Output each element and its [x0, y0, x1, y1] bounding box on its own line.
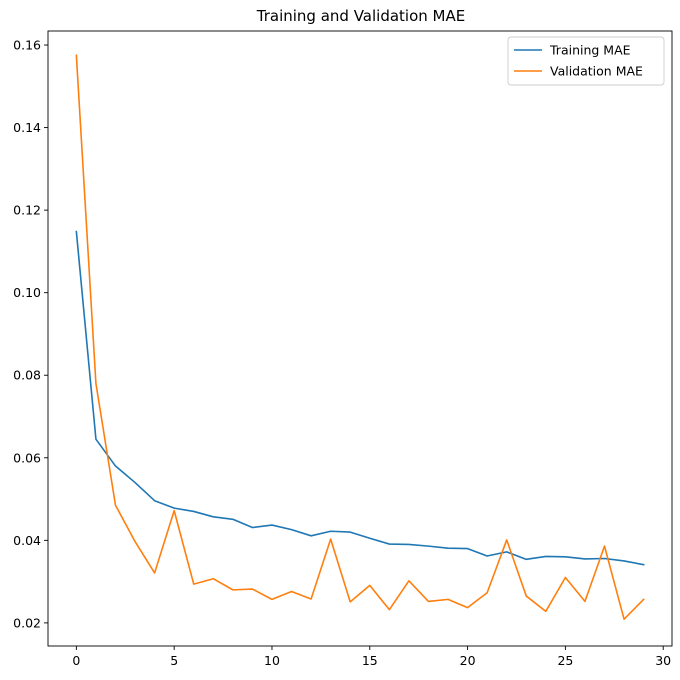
data-point — [232, 518, 234, 520]
data-point — [75, 230, 77, 232]
legend-box — [507, 36, 665, 86]
data-point — [525, 558, 527, 560]
data-point — [212, 516, 214, 518]
data-point — [447, 547, 449, 549]
data-point — [114, 465, 116, 467]
data-point — [271, 524, 273, 526]
data-point — [584, 600, 586, 602]
data-point — [75, 54, 77, 56]
x-tick-label: 5 — [170, 653, 178, 668]
data-point — [310, 535, 312, 537]
series-line-training-mae — [75, 230, 645, 566]
data-point — [114, 504, 116, 506]
legend-label: Validation MAE — [550, 64, 643, 79]
y-tick-label: 0.10 — [13, 285, 41, 300]
data-point — [349, 531, 351, 533]
data-point — [466, 547, 468, 549]
data-point — [134, 481, 136, 483]
data-point — [134, 540, 136, 542]
data-point — [623, 560, 625, 562]
y-tick-label: 0.06 — [13, 450, 41, 465]
data-point — [251, 588, 253, 590]
x-tick-label: 15 — [362, 653, 378, 668]
data-point — [623, 618, 625, 620]
x-tick-label: 0 — [72, 653, 80, 668]
data-point — [642, 598, 644, 600]
data-point — [642, 563, 644, 565]
data-point — [427, 600, 429, 602]
data-point — [408, 580, 410, 582]
data-point — [545, 555, 547, 557]
data-point — [584, 558, 586, 560]
y-tick-label: 0.04 — [13, 533, 41, 548]
data-point — [466, 606, 468, 608]
data-point — [329, 538, 331, 540]
data-point — [212, 578, 214, 580]
data-point — [427, 545, 429, 547]
data-point — [271, 598, 273, 600]
data-point — [369, 584, 371, 586]
data-point — [95, 438, 97, 440]
data-point — [193, 583, 195, 585]
y-tick-label: 0.02 — [13, 615, 41, 630]
legend: Training MAE Validation MAE — [507, 36, 665, 86]
data-point — [232, 589, 234, 591]
data-point — [329, 530, 331, 532]
x-tick-label: 30 — [655, 653, 671, 668]
data-point — [369, 537, 371, 539]
data-point — [506, 539, 508, 541]
data-point — [388, 543, 390, 545]
data-point — [603, 545, 605, 547]
data-point — [95, 382, 97, 384]
axes: 0 5 10 15 20 25 30 0.02 0.04 0.06 0.08 0.10 0.12 0.14… — [13, 30, 673, 668]
y-tick-label: 0.16 — [13, 38, 41, 53]
data-point — [173, 509, 175, 511]
data-point — [545, 610, 547, 612]
y-tick-label: 0.12 — [13, 203, 41, 218]
data-point — [153, 500, 155, 502]
data-point — [486, 592, 488, 594]
data-point — [290, 528, 292, 530]
plot-area — [75, 54, 645, 620]
axes-frame — [47, 30, 673, 647]
x-tick-label: 20 — [460, 653, 476, 668]
data-point — [290, 590, 292, 592]
data-point — [486, 555, 488, 557]
data-point — [525, 595, 527, 597]
series-line-validation-mae — [75, 54, 645, 620]
legend-label: Training MAE — [549, 43, 631, 58]
data-point — [388, 608, 390, 610]
data-point — [408, 543, 410, 545]
data-point — [310, 598, 312, 600]
y-tick-label: 0.14 — [13, 120, 41, 135]
y-tick-label: 0.08 — [13, 368, 41, 383]
data-point — [447, 598, 449, 600]
data-point — [251, 526, 253, 528]
chart-title: Training and Validation MAE — [256, 7, 465, 25]
data-point — [173, 507, 175, 509]
data-point — [193, 510, 195, 512]
data-point — [506, 551, 508, 553]
x-tick-label: 25 — [557, 653, 573, 668]
data-point — [564, 556, 566, 558]
data-point — [153, 572, 155, 574]
x-tick-label: 10 — [264, 653, 280, 668]
data-point — [564, 576, 566, 578]
data-point — [349, 601, 351, 603]
data-point — [603, 557, 605, 559]
